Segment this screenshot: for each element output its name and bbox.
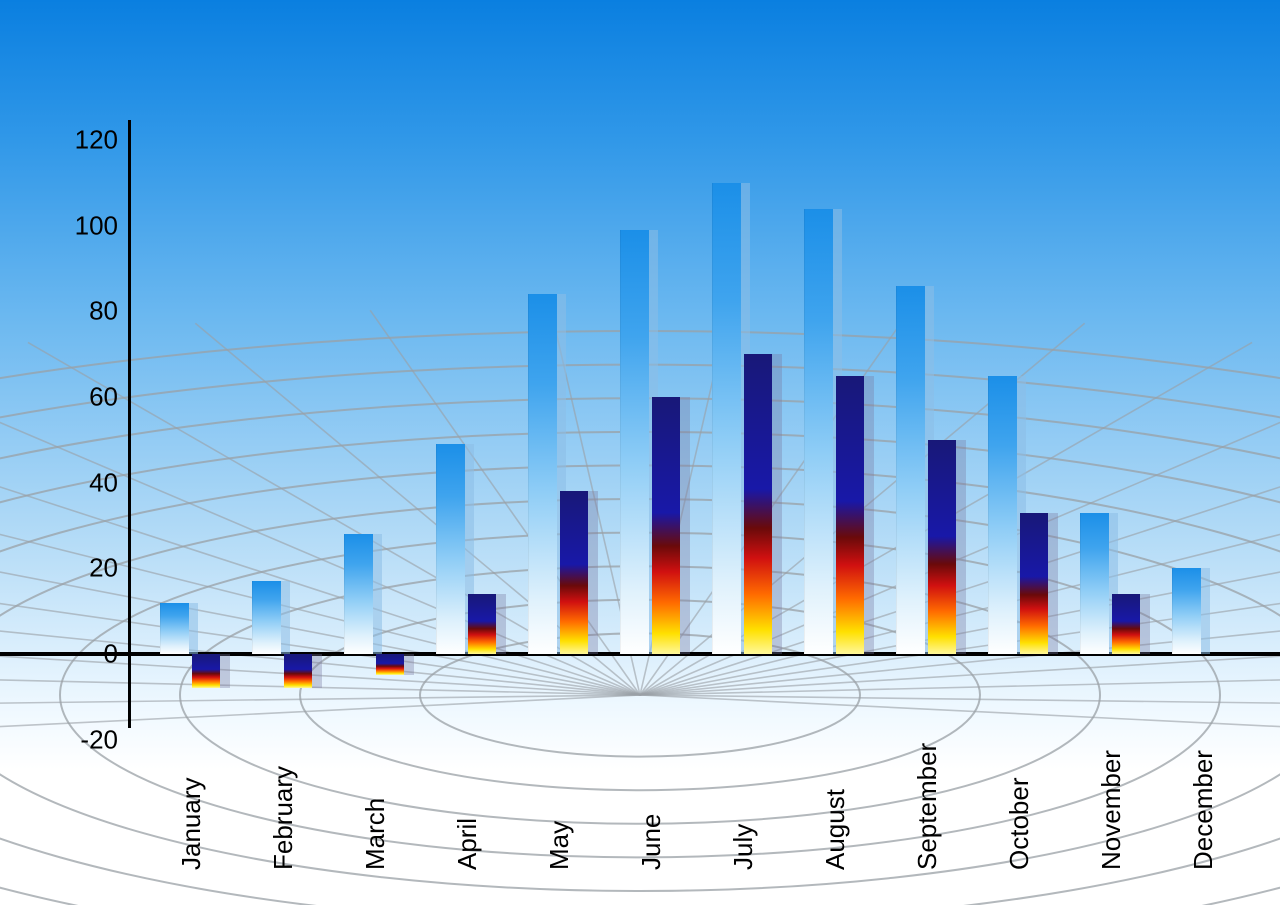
bar: [344, 534, 373, 654]
bar: [560, 491, 588, 654]
bar: [744, 354, 772, 654]
y-tick-label: -20: [58, 724, 118, 755]
x-category-label: September: [912, 743, 943, 870]
bar: [712, 183, 741, 654]
x-category-label: October: [1004, 778, 1035, 871]
y-tick-label: 20: [58, 553, 118, 584]
x-category-label: June: [636, 814, 667, 870]
bar-chart: -20 0 20 40 60 80 100 120 January February March Ap…: [0, 0, 1280, 905]
bar: [528, 294, 557, 654]
x-category-label: April: [452, 818, 483, 870]
bar: [620, 230, 649, 654]
x-category-label: February: [268, 766, 299, 870]
bar: [988, 376, 1017, 654]
bar: [192, 654, 220, 688]
y-tick-label: 0: [58, 639, 118, 670]
bar: [284, 654, 312, 688]
bar: [252, 581, 281, 654]
bar: [468, 594, 496, 654]
y-tick-label: 60: [58, 382, 118, 413]
x-category-label: July: [728, 824, 759, 870]
bar: [436, 444, 465, 654]
bar: [928, 440, 956, 654]
bar: [1020, 513, 1048, 654]
y-tick-label: 100: [58, 210, 118, 241]
bar: [804, 209, 833, 654]
y-tick-label: 80: [58, 296, 118, 327]
x-category-label: November: [1096, 750, 1127, 870]
bar: [160, 603, 189, 654]
bar: [652, 397, 680, 654]
y-axis-line: [128, 120, 131, 728]
bar: [836, 376, 864, 654]
x-category-label: January: [176, 778, 207, 871]
x-category-label: August: [820, 789, 851, 870]
bar: [896, 286, 925, 654]
x-category-label: December: [1188, 750, 1219, 870]
bar: [1112, 594, 1140, 654]
y-tick-label: 120: [58, 125, 118, 156]
x-category-label: March: [360, 798, 391, 870]
bar: [1080, 513, 1109, 654]
chart-canvas: { "chart": { "type": "bar", "dimensions"…: [0, 0, 1280, 905]
x-category-label: May: [544, 821, 575, 870]
bar: [1172, 568, 1201, 654]
bar: [376, 654, 404, 675]
y-tick-label: 40: [58, 467, 118, 498]
